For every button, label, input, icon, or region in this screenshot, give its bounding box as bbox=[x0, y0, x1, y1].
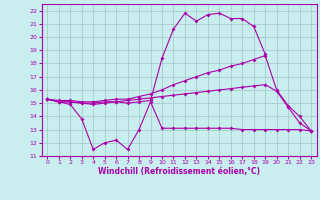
X-axis label: Windchill (Refroidissement éolien,°C): Windchill (Refroidissement éolien,°C) bbox=[98, 167, 260, 176]
